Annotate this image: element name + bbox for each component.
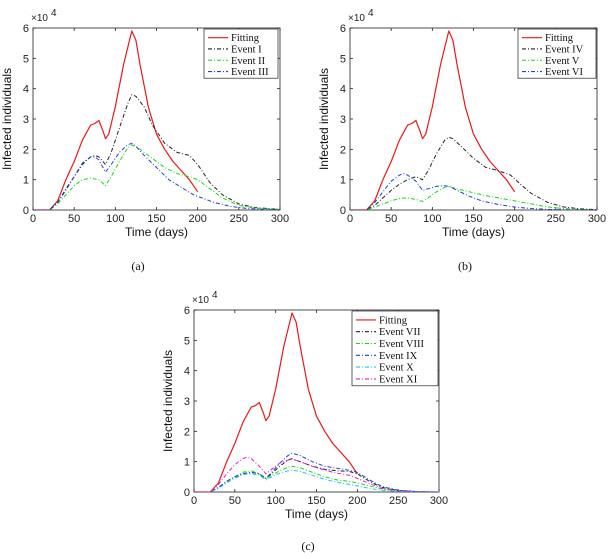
y-tick-label: 4 xyxy=(184,366,190,378)
legend-label: Event V xyxy=(545,56,580,67)
y-tick-label: 0 xyxy=(340,205,346,217)
series-line-event-vi xyxy=(350,173,597,210)
legend-label: Event VI xyxy=(545,67,584,78)
y-tick-label: 1 xyxy=(184,457,190,469)
legend-label: Event IX xyxy=(379,351,418,362)
y-multiplier-exponent: 4 xyxy=(368,8,374,19)
x-tick-label: 50 xyxy=(68,213,80,225)
y-tick-label: 5 xyxy=(23,53,29,65)
legend-label: Event II xyxy=(231,56,266,67)
series-line-fitting xyxy=(33,30,199,210)
series-group xyxy=(350,30,597,210)
legend-label: Event I xyxy=(231,44,262,55)
x-tick-label: 0 xyxy=(191,495,197,507)
x-tick-label: 100 xyxy=(106,213,124,225)
legend-label: Event VIII xyxy=(379,339,425,350)
panel-caption: (c) xyxy=(301,539,314,553)
y-multiplier: ×10 xyxy=(192,295,209,306)
legend-box xyxy=(351,310,439,387)
y-multiplier: ×10 xyxy=(348,13,365,24)
series-group xyxy=(194,312,439,492)
series-line-event-vii xyxy=(194,458,439,492)
y-multiplier-exponent: 4 xyxy=(51,8,57,19)
x-tick-label: 200 xyxy=(188,213,206,225)
x-tick-label: 150 xyxy=(307,495,325,507)
series-line-fitting xyxy=(194,312,358,492)
y-tick-label: 6 xyxy=(23,23,29,35)
x-tick-label: 100 xyxy=(266,495,284,507)
y-tick-label: 0 xyxy=(23,205,29,217)
y-tick-label: 2 xyxy=(23,144,29,156)
x-axis-label: Time (days) xyxy=(285,507,348,521)
series-group xyxy=(33,30,280,210)
series-line-event-ix xyxy=(194,452,439,492)
series-line-event-i xyxy=(33,94,280,210)
y-tick-label: 3 xyxy=(340,114,346,126)
series-line-event-v xyxy=(350,185,597,210)
legend-label: Event III xyxy=(231,67,269,78)
y-axis-label: Infected individuals xyxy=(161,350,175,452)
y-tick-label: 0 xyxy=(184,487,190,499)
y-axis-label: Infected individuals xyxy=(0,68,14,170)
y-tick-label: 1 xyxy=(340,175,346,187)
y-tick-label: 1 xyxy=(23,175,29,187)
x-tick-label: 300 xyxy=(271,213,289,225)
series-line-event-viii xyxy=(194,465,439,492)
y-tick-label: 4 xyxy=(23,84,29,96)
x-tick-label: 150 xyxy=(464,213,482,225)
legend-label: Fitting xyxy=(231,33,260,44)
x-tick-label: 200 xyxy=(505,213,523,225)
x-tick-label: 0 xyxy=(30,213,36,225)
series-line-fitting xyxy=(350,30,516,210)
x-axis-label: Time (days) xyxy=(442,225,505,239)
y-tick-label: 2 xyxy=(340,144,346,156)
x-tick-label: 300 xyxy=(588,213,606,225)
x-tick-label: 200 xyxy=(348,495,366,507)
panel-caption: (a) xyxy=(131,259,144,273)
legend-label: Event XI xyxy=(379,374,418,385)
y-tick-label: 3 xyxy=(23,114,29,126)
series-line-event-ii xyxy=(33,144,280,210)
y-tick-label: 6 xyxy=(340,23,346,35)
panel-caption: (b) xyxy=(458,259,472,273)
x-tick-label: 150 xyxy=(147,213,165,225)
y-tick-label: 4 xyxy=(340,84,346,96)
legend-label: Event VII xyxy=(379,327,421,338)
series-line-event-xi xyxy=(194,456,439,492)
x-tick-label: 0 xyxy=(347,213,353,225)
x-tick-label: 100 xyxy=(423,213,441,225)
y-multiplier: ×10 xyxy=(31,13,48,24)
x-tick-label: 50 xyxy=(385,213,397,225)
legend-label: Fitting xyxy=(379,315,408,326)
y-multiplier-exponent: 4 xyxy=(212,290,218,301)
x-axis-label: Time (days) xyxy=(125,225,188,239)
y-tick-label: 6 xyxy=(184,305,190,317)
series-line-event-iv xyxy=(350,136,597,210)
y-tick-label: 3 xyxy=(184,396,190,408)
x-tick-label: 250 xyxy=(230,213,248,225)
y-tick-label: 5 xyxy=(340,53,346,65)
series-line-event-iii xyxy=(33,142,280,210)
series-line-event-x xyxy=(194,469,439,492)
x-tick-label: 50 xyxy=(229,495,241,507)
x-tick-label: 300 xyxy=(430,495,448,507)
y-tick-label: 2 xyxy=(184,426,190,438)
legend-label: Event IV xyxy=(545,44,584,55)
x-tick-label: 250 xyxy=(389,495,407,507)
x-tick-label: 250 xyxy=(547,213,565,225)
legend-label: Event X xyxy=(379,363,414,374)
legend-label: Fitting xyxy=(545,33,574,44)
y-axis-label: Infected individuals xyxy=(317,68,331,170)
y-tick-label: 5 xyxy=(184,335,190,347)
